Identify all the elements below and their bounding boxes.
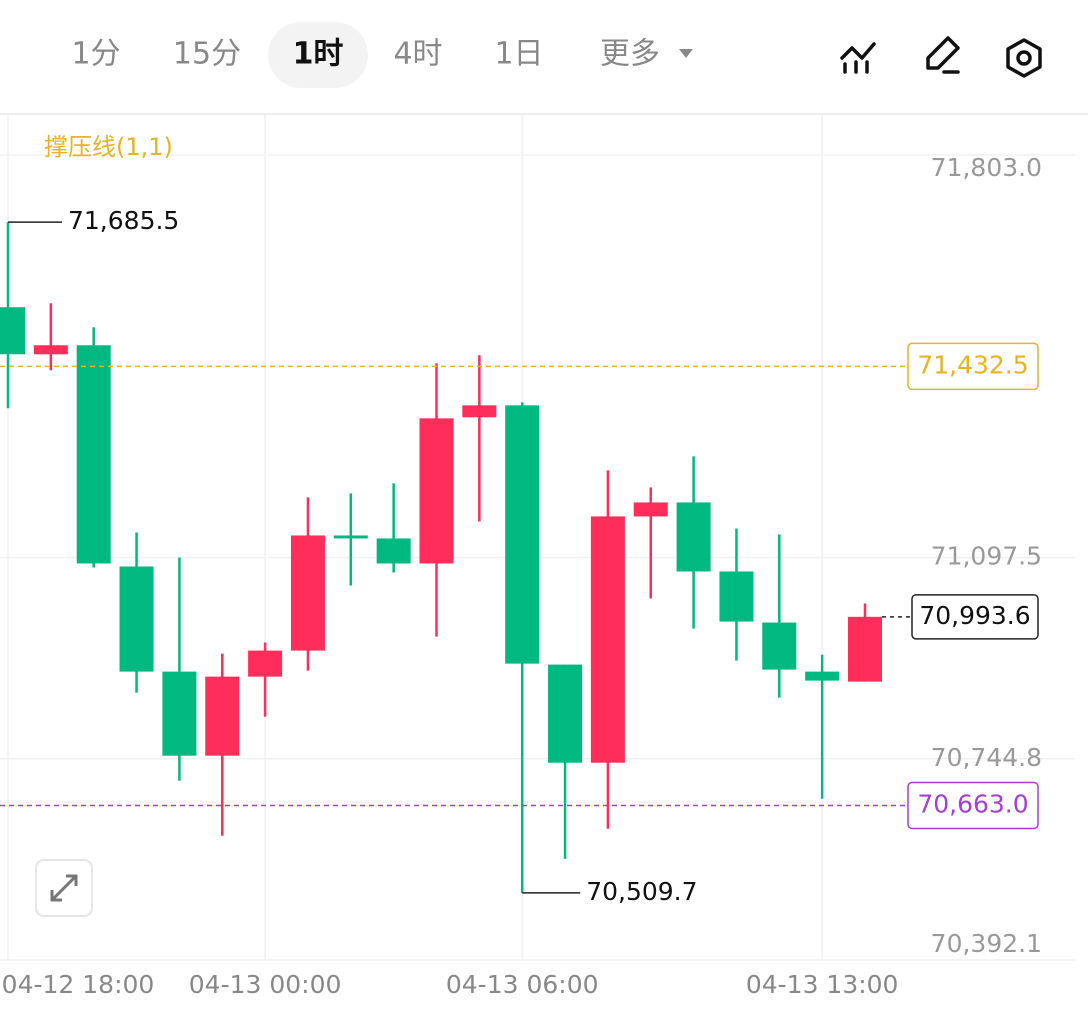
- settings-icon[interactable]: [1006, 38, 1042, 78]
- candle-body: [248, 650, 283, 677]
- candle-body: [805, 671, 840, 681]
- candle-body: [376, 538, 411, 564]
- resistance-label: 71,432.5: [917, 350, 1028, 379]
- tab[interactable]: 15分: [173, 37, 241, 72]
- tab[interactable]: 更多: [600, 37, 660, 72]
- y-tick-label: 71,097.5: [931, 542, 1042, 571]
- last-price-label: 70,993.6: [919, 601, 1030, 630]
- indicator-icon[interactable]: [840, 42, 876, 74]
- tab[interactable]: 1分: [71, 37, 120, 72]
- support-box: [907, 781, 1039, 830]
- x-tick-label: 04-13 00:00: [189, 970, 342, 999]
- candle-body: [719, 571, 754, 622]
- candle-body: [333, 535, 368, 539]
- low-label: 70,509.7: [586, 877, 697, 906]
- dropdown-arrow: [679, 49, 693, 58]
- candle-body: [205, 676, 240, 756]
- x-tick-label: 04-12 18:00: [2, 970, 155, 999]
- candle-body: [119, 566, 154, 672]
- candle-body: [0, 307, 25, 355]
- y-tick-label: 70,744.8: [931, 743, 1042, 772]
- candle-body: [590, 516, 625, 763]
- tab[interactable]: 1时: [293, 37, 344, 72]
- selected-tab-bg: [268, 22, 368, 88]
- indicator-label: 撑压线(1,1): [44, 133, 173, 161]
- candle-body: [290, 535, 325, 651]
- x-tick-label: 04-13 13:00: [746, 970, 899, 999]
- last-price-box: [911, 594, 1039, 640]
- expand-button[interactable]: [35, 859, 93, 917]
- candle-body: [76, 345, 111, 564]
- x-tick-label: 04-13 06:00: [446, 970, 599, 999]
- candle-body: [33, 345, 68, 355]
- candle-body: [162, 671, 197, 756]
- high-label: 71,685.5: [68, 206, 179, 235]
- support-label: 70,663.0: [917, 789, 1028, 818]
- candle-body: [633, 502, 668, 517]
- candle-body: [676, 502, 711, 572]
- candle-body: [419, 418, 454, 564]
- draw-icon[interactable]: [926, 36, 960, 74]
- resistance-box: [907, 342, 1039, 391]
- tab[interactable]: 4时: [393, 37, 442, 72]
- y-tick-label: 71,803.0: [931, 153, 1042, 182]
- candle-body: [548, 664, 583, 763]
- candle-body: [762, 622, 797, 670]
- candle-body: [462, 405, 497, 418]
- y-tick-label: 70,392.1: [931, 929, 1042, 958]
- tab[interactable]: 1日: [494, 37, 543, 72]
- candle-body: [505, 405, 540, 664]
- candle-body: [848, 616, 882, 682]
